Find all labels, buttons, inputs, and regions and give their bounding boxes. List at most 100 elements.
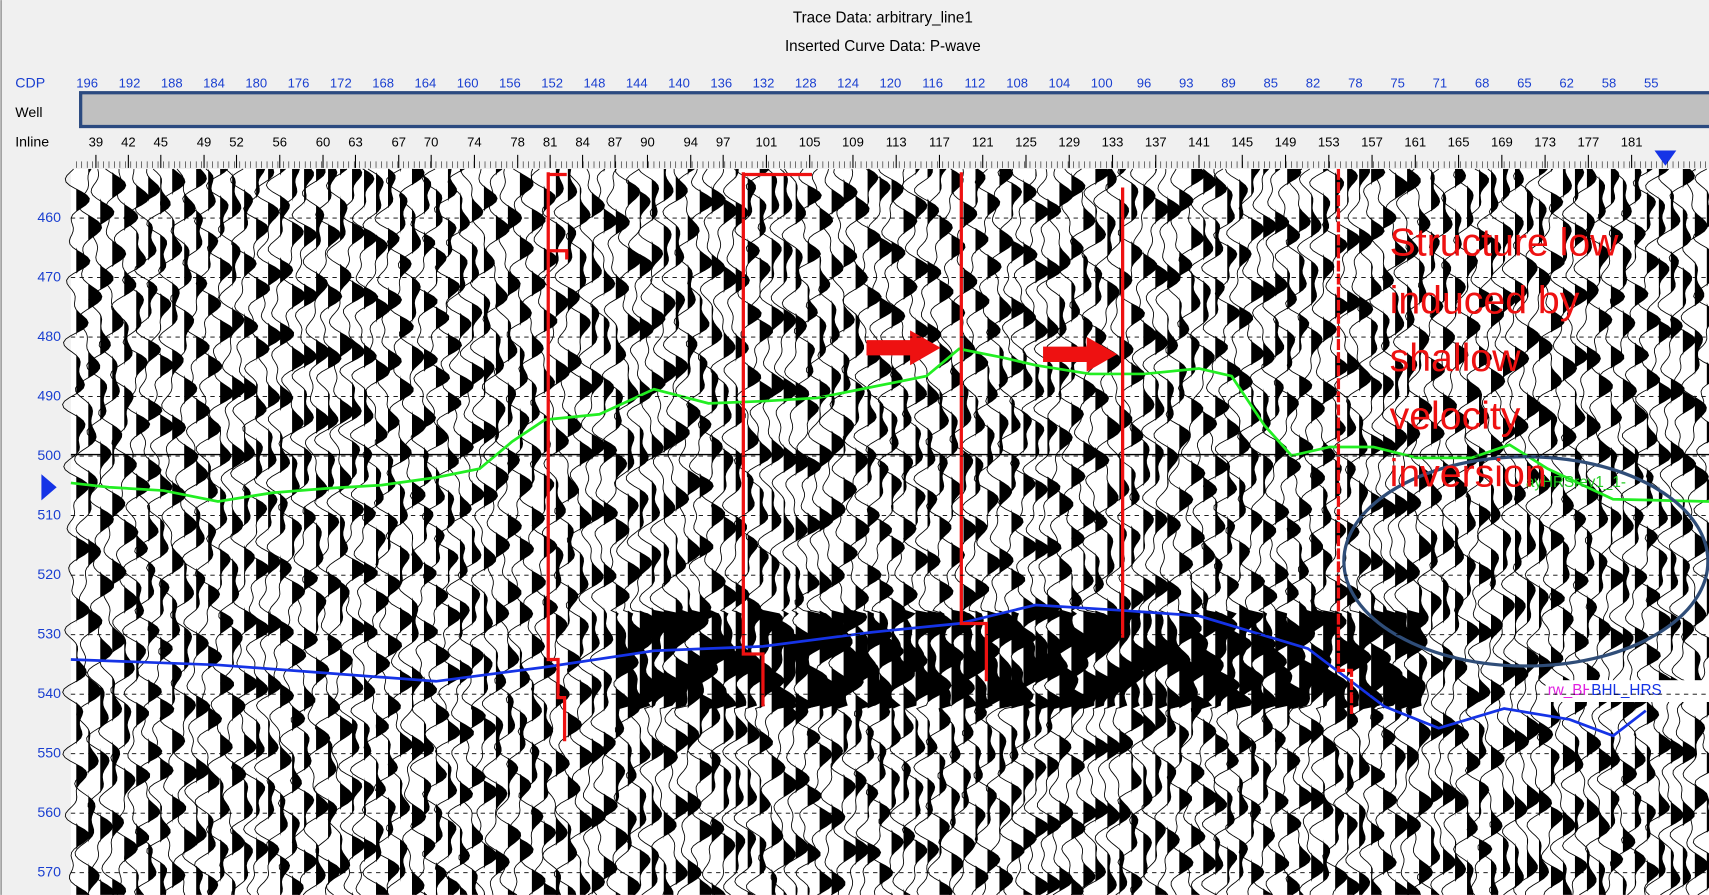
cdp-tick-label: 62	[1559, 75, 1574, 90]
time-tick-label: 540	[37, 686, 61, 702]
inline-tick-label: 129	[1058, 134, 1080, 149]
inline-tick-label: 74	[467, 134, 482, 149]
cdp-tick-label: 184	[203, 75, 225, 90]
inline-tick-label: 133	[1102, 134, 1124, 149]
inline-tick-label: 105	[799, 134, 821, 149]
header-title: Trace Data: arbitrary_line1	[793, 10, 973, 27]
cdp-tick-label: 160	[457, 75, 479, 90]
cdp-tick-label: 82	[1306, 75, 1321, 90]
inline-tick-label: 39	[89, 134, 104, 149]
cdp-tick-label: 192	[119, 75, 141, 90]
cdp-tick-label: 124	[837, 75, 859, 90]
time-tick-label: 550	[37, 745, 61, 761]
cdp-tick-label: 68	[1475, 75, 1490, 90]
inline-tick-label: 125	[1015, 134, 1037, 149]
time-tick-label: 500	[37, 448, 61, 464]
cdp-tick-label: 196	[76, 75, 98, 90]
inline-tick-label: 153	[1318, 134, 1340, 149]
inline-tick-label: 52	[229, 134, 244, 149]
cdp-tick-label: 180	[245, 75, 267, 90]
inline-tick-label: 113	[886, 134, 907, 149]
page: Trace Data: arbitrary_line1 Inserted Cur…	[0, 0, 1709, 895]
cdp-tick-label: 96	[1137, 75, 1152, 90]
blue-horizon-label: BHL_HRS	[1591, 682, 1661, 699]
cdp-tick-label: 144	[626, 75, 648, 90]
cdp-tick-label: 140	[668, 75, 690, 90]
cdp-tick-label: 58	[1602, 75, 1617, 90]
cdp-tick-label: 168	[372, 75, 394, 90]
cdp-tick-label: 75	[1390, 75, 1405, 90]
time-tick-label: 570	[37, 864, 61, 880]
cdp-label: CDP	[15, 76, 45, 92]
time-tick-label: 560	[37, 805, 61, 821]
inline-tick-label: 63	[348, 134, 363, 149]
cdp-tick-label: 108	[1006, 75, 1028, 90]
inline-tick-label: 169	[1491, 134, 1513, 149]
cdp-tick-label: 172	[330, 75, 352, 90]
time-tick-label: 530	[37, 626, 61, 642]
inline-tick-label: 149	[1275, 134, 1297, 149]
time-tick-label: 490	[37, 388, 61, 404]
cdp-tick-label: 120	[879, 75, 901, 90]
cdp-tick-label: 176	[288, 75, 310, 90]
inline-tick-label: 141	[1188, 134, 1210, 149]
annotation-line: velocity	[1390, 394, 1521, 438]
well-bar	[81, 93, 1709, 127]
inline-tick-label: 101	[756, 134, 778, 149]
inline-tick-label: 117	[929, 134, 950, 149]
cdp-tick-label: 100	[1091, 75, 1113, 90]
time-tick-label: 480	[37, 329, 61, 345]
cdp-tick-label: 85	[1264, 75, 1279, 90]
inline-tick-label: 173	[1534, 134, 1556, 149]
cdp-tick-label: 89	[1221, 75, 1236, 90]
cdp-tick-label: 55	[1644, 75, 1659, 90]
cdp-tick-label: 116	[922, 75, 943, 90]
header-subtitle: Inserted Curve Data: P-wave	[785, 38, 981, 55]
inline-tick-label: 78	[510, 134, 525, 149]
time-tick-label: 460	[37, 210, 61, 226]
well-label: Well	[15, 105, 42, 121]
inline-tick-label: 49	[197, 134, 212, 149]
cdp-tick-label: 152	[541, 75, 563, 90]
cdp-tick-label: 71	[1433, 75, 1448, 90]
cdp-tick-label: 164	[414, 75, 436, 90]
cdp-tick-label: 148	[584, 75, 606, 90]
inline-tick-label: 42	[121, 134, 136, 149]
inline-tick-label: 60	[316, 134, 331, 149]
cdp-tick-label: 93	[1179, 75, 1194, 90]
time-tick-label: 520	[37, 567, 61, 583]
inline-tick-label: 121	[972, 134, 994, 149]
annotation-line: Structure low	[1390, 221, 1620, 265]
inline-tick-label: 137	[1145, 134, 1167, 149]
inline-tick-label: 109	[842, 134, 864, 149]
inline-tick-label: 97	[716, 134, 731, 149]
inline-tick-label: 56	[272, 134, 287, 149]
annotation-line: induced by	[1390, 278, 1580, 322]
inline-tick-label: 84	[575, 134, 590, 149]
inline-tick-label: 45	[154, 134, 169, 149]
inline-label: Inline	[15, 135, 49, 151]
inline-tick-label: 177	[1577, 134, 1599, 149]
cdp-tick-label: 156	[499, 75, 521, 90]
inline-tick-label: 165	[1448, 134, 1470, 149]
annotation-line: shallow	[1390, 336, 1521, 380]
inline-tick-label: 161	[1404, 134, 1426, 149]
cdp-tick-label: 78	[1348, 75, 1363, 90]
cdp-tick-label: 188	[161, 75, 183, 90]
inline-tick-label: 181	[1621, 134, 1643, 149]
inline-tick-label: 67	[391, 134, 406, 149]
time-tick-label: 470	[37, 269, 61, 285]
cdp-tick-label: 104	[1049, 75, 1071, 90]
inline-tick-label: 145	[1231, 134, 1253, 149]
cdp-tick-label: 65	[1517, 75, 1532, 90]
inline-tick-label: 87	[608, 134, 623, 149]
cdp-tick-label: 136	[710, 75, 732, 90]
cdp-tick-label: 132	[753, 75, 775, 90]
inline-tick-label: 94	[683, 134, 698, 149]
annotation-line: inversion	[1390, 452, 1547, 496]
inline-tick-label: 90	[640, 134, 655, 149]
magenta-horizon-label: rw_BH	[1548, 682, 1594, 699]
cdp-tick-label: 128	[795, 75, 817, 90]
cdp-tick-label: 112	[964, 75, 985, 90]
inline-tick-label: 81	[543, 134, 558, 149]
